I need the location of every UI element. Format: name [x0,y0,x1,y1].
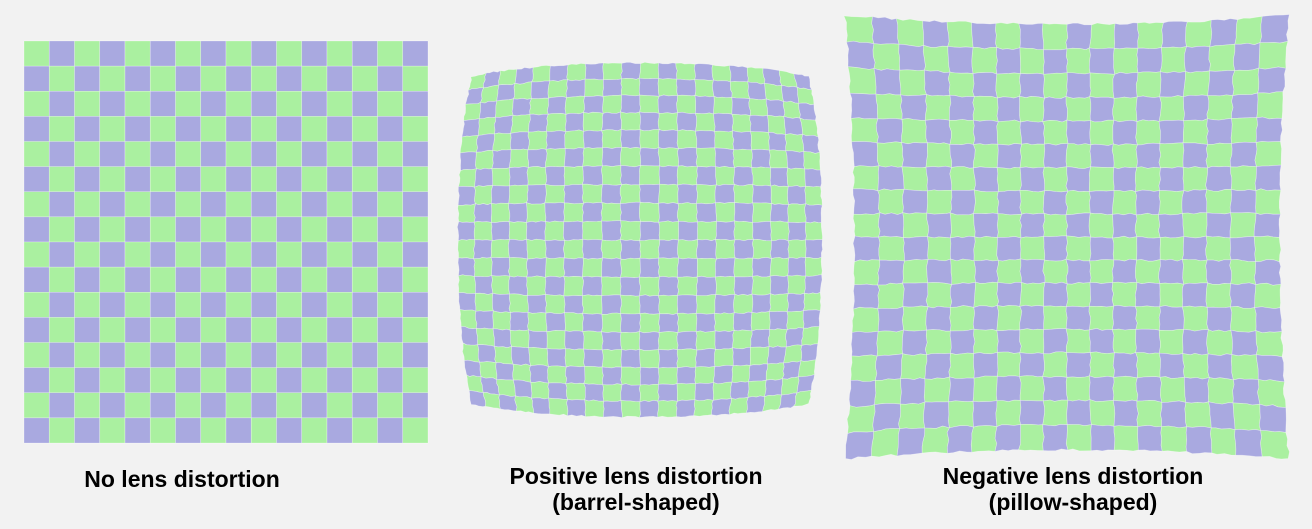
caption-line: Positive lens distortion [509,463,763,489]
caption-line: (pillow-shaped) [988,489,1158,515]
caption-line: (barrel-shaped) [552,489,720,515]
caption-barrel-distortion: Positive lens distortion (barrel-shaped) [509,463,762,515]
checkerboard-barrel-distortion [456,61,823,418]
checkerboard-no-distortion [23,40,429,444]
caption-line: Negative lens distortion [942,463,1204,489]
checkerboard-pillow-distortion [843,14,1290,460]
caption-pillow-distortion: Negative lens distortion (pillow-shaped) [943,463,1204,515]
caption-no-distortion: No lens distortion [84,466,280,492]
caption-line: No lens distortion [84,466,280,492]
